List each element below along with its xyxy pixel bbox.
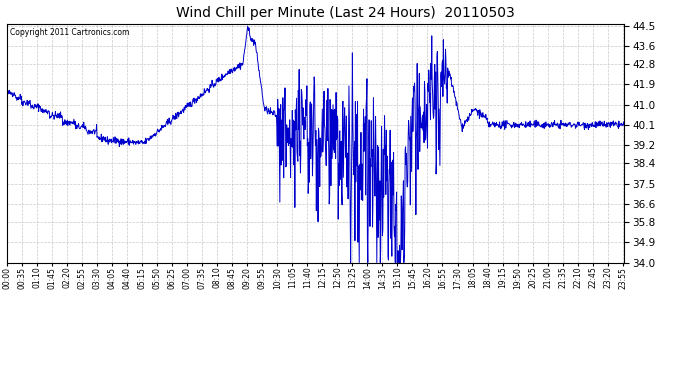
Text: Copyright 2011 Cartronics.com: Copyright 2011 Cartronics.com	[10, 28, 129, 37]
Text: Wind Chill per Minute (Last 24 Hours)  20110503: Wind Chill per Minute (Last 24 Hours) 20…	[176, 6, 514, 20]
